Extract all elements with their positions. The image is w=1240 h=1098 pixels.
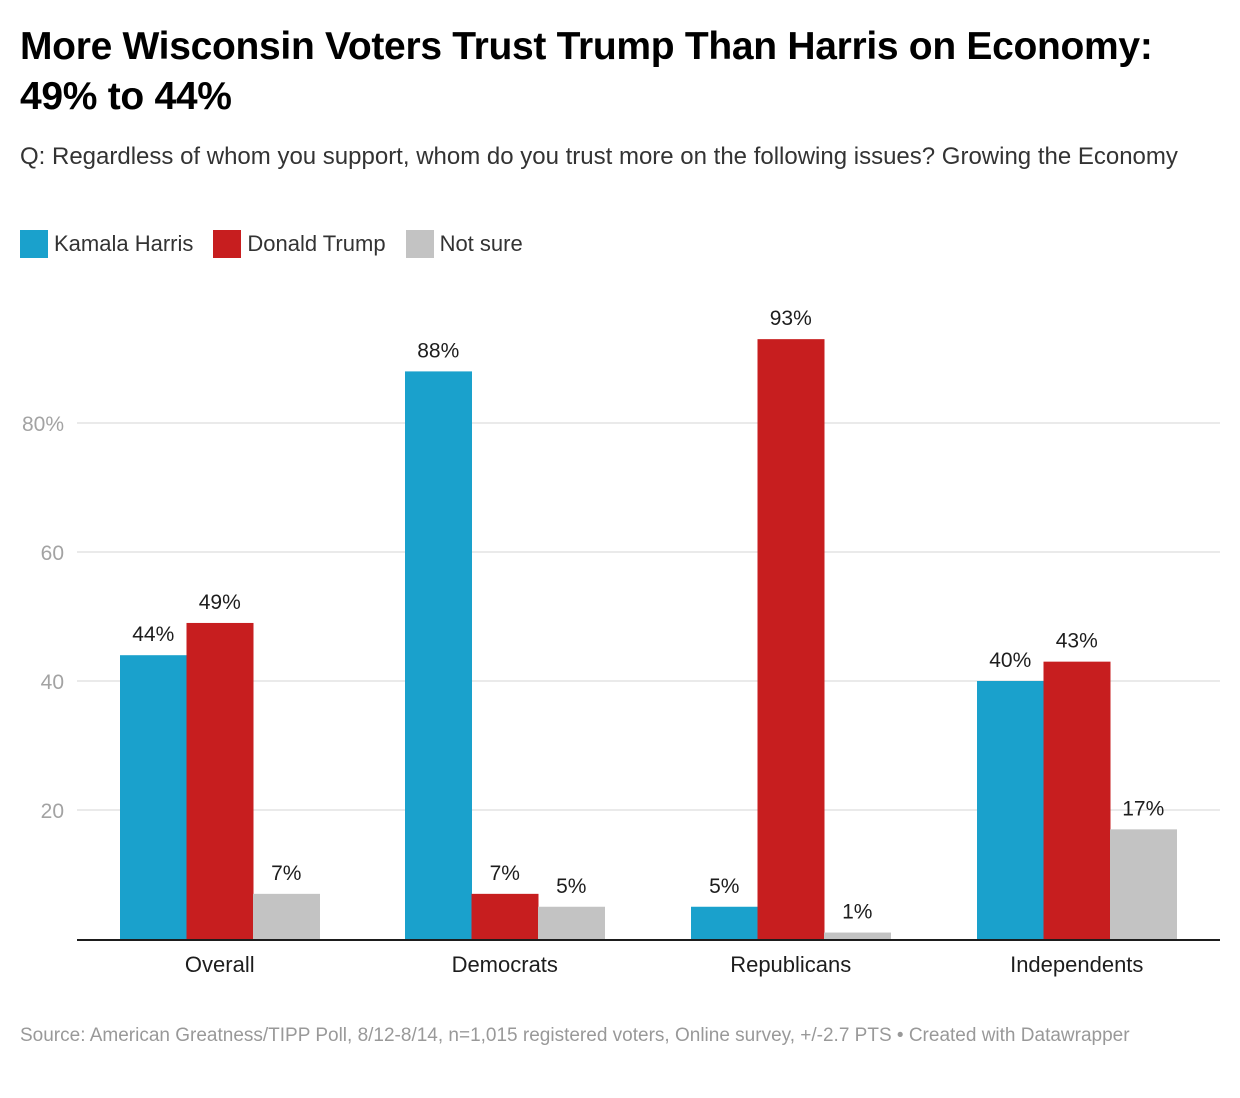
bar-republicans-not-sure (824, 932, 891, 939)
legend-swatch-harris (20, 230, 48, 258)
bar-independents-kamala-harris (977, 681, 1044, 939)
footer-source: Source: American Greatness/TIPP Poll, 8/… (20, 1025, 1130, 1046)
legend-label-trump: Donald Trump (247, 231, 386, 256)
x-tick-label-overall: Overall (185, 952, 255, 977)
value-label-democrats-not-sure: 5% (556, 875, 586, 898)
bar-republicans-donald-trump (757, 339, 825, 939)
legend-swatch-trump (213, 230, 242, 258)
y-tick-label-40: 40 (41, 671, 64, 694)
legend: Kamala Harris Donald Trump Not sure (20, 230, 543, 258)
value-label-republicans-donald-trump: 93% (770, 307, 812, 330)
bar-independents-not-sure (1110, 829, 1177, 939)
value-label-overall-kamala-harris: 44% (132, 623, 174, 646)
value-labels: 44% 49% 7% 88% 7% 5% 5% 93% 1% 40% 43% 17% (132, 307, 1164, 923)
legend-label-harris: Kamala Harris (54, 231, 194, 256)
legend-item-trump: Donald Trump (213, 230, 386, 258)
value-label-overall-donald-trump: 49% (199, 591, 241, 614)
x-tick-label-independents: Independents (1010, 952, 1143, 977)
value-label-independents-donald-trump: 43% (1056, 630, 1098, 653)
y-axis-ticks: 20 40 60 80% (22, 413, 64, 823)
y-tick-label-20: 20 (41, 800, 64, 823)
bars (120, 339, 1177, 939)
bar-democrats-kamala-harris (405, 371, 472, 939)
value-label-democrats-donald-trump: 7% (490, 862, 520, 885)
value-label-independents-kamala-harris: 40% (989, 649, 1031, 672)
bar-overall-kamala-harris (120, 655, 187, 939)
x-tick-label-democrats: Democrats (452, 952, 558, 977)
legend-swatch-not-sure (405, 230, 434, 258)
bar-republicans-kamala-harris (691, 906, 758, 939)
value-label-democrats-kamala-harris: 88% (417, 339, 459, 362)
bar-overall-not-sure (253, 893, 320, 939)
bar-chart: 20 40 60 80% 44% 49% 7% 88% 7% 5% 5% 93% 1% 40% 43% 17… (22, 307, 1220, 977)
legend-label-not-sure: Not sure (439, 231, 523, 256)
bar-democrats-not-sure (538, 906, 605, 939)
bar-democrats-donald-trump (471, 893, 539, 939)
value-label-republicans-not-sure: 1% (842, 901, 872, 924)
x-axis-ticks: Overall Democrats Republicans Independents (185, 952, 1144, 977)
y-tick-label-80: 80% (22, 413, 64, 436)
bar-independents-donald-trump (1043, 661, 1111, 939)
value-label-overall-not-sure: 7% (271, 862, 301, 885)
bar-overall-donald-trump (186, 622, 254, 939)
value-label-independents-not-sure: 17% (1122, 797, 1164, 820)
legend-item-not-sure: Not sure (405, 230, 523, 258)
x-tick-label-republicans: Republicans (730, 952, 851, 977)
value-label-republicans-kamala-harris: 5% (709, 875, 739, 898)
chart-subtitle: Q: Regardless of whom you support, whom … (20, 143, 1178, 170)
chart-title: More Wisconsin Voters Trust Trump Than H… (20, 25, 1153, 118)
y-tick-label-60: 60 (41, 542, 64, 565)
legend-item-harris: Kamala Harris (20, 230, 193, 258)
